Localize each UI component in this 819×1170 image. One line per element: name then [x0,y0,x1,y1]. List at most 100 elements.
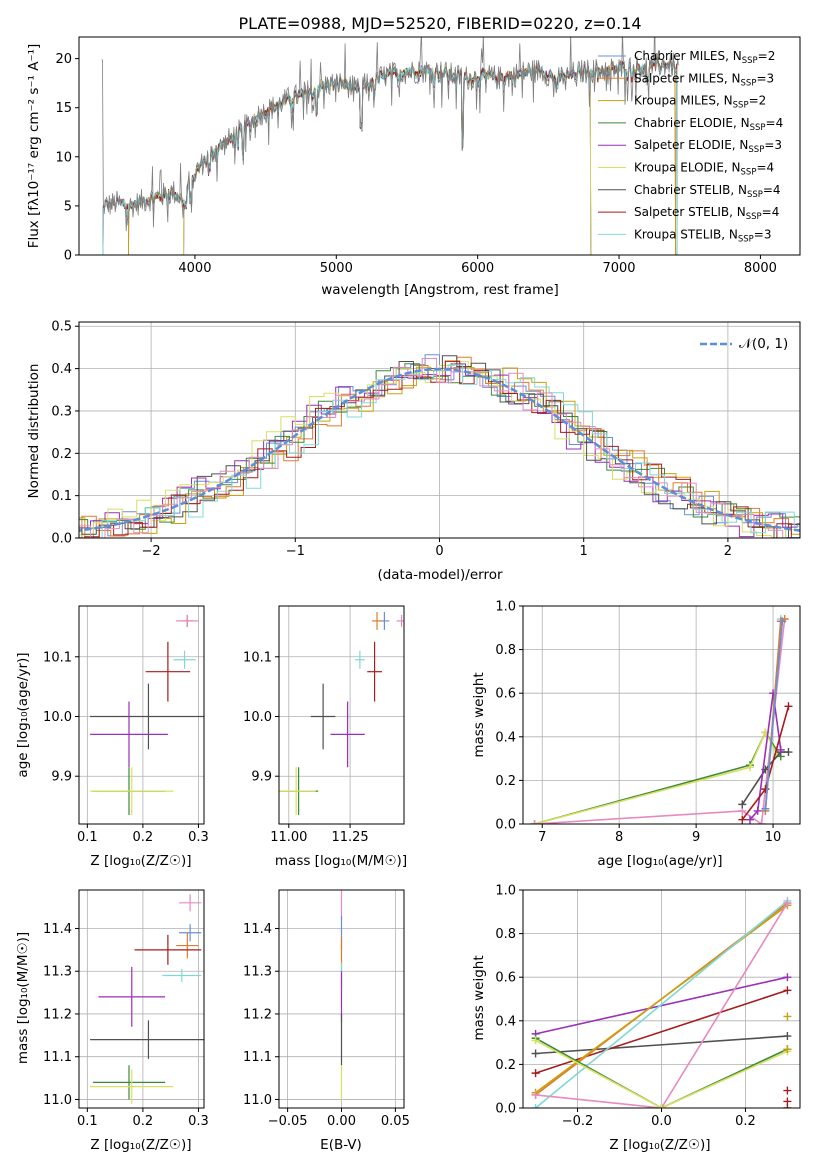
mass-vs-extinction-plot-area: −0.05 0.00 0.05 11.0 11.1 11.2 11.3 11.4 [243,889,410,1129]
weight_vs_age-marker-2-0 [530,820,539,824]
age-vs-mass-panel: 11.00 11.25 9.9 10.0 10.1 mass [log₁₀(M/M☉)] [243,605,407,869]
weight_vs_age-series-4 [749,693,782,821]
age_vs_mass-xtick-label-1: 11.25 [331,830,368,845]
weight_vs_Z-marker-8-0 [531,1036,540,1045]
mass_vs_Z-xtick-label-0: 0.1 [77,1114,98,1129]
weight_vs_age-series-8 [764,621,784,809]
weight_vs_Z-series-2 [535,989,788,1074]
residual-xtick-label-3: 1 [580,544,588,559]
age_vs_Z-ytick-label-1: 10.0 [43,710,72,725]
weight_vs_Z-xtick-label-0: −0.2 [562,1114,594,1129]
mass-vs-metallicity-xlabel: Z [log₁₀(Z/Z☉)] [90,1137,191,1153]
age_vs_Z-xtick-label-1: 0.2 [133,830,154,845]
age-vs-mass-plot-area: 11.00 11.25 9.9 10.0 10.1 [243,605,405,845]
weight_vs_age-xtick-label-0: 7 [538,830,546,845]
weight_vs_Z-series-6 [535,902,789,1108]
weight_vs_Z-series-8 [535,1039,788,1108]
spectrum-legend: Chabrier MILES, NSSP=2 Salpeter MILES, NS… [598,49,783,244]
weight_vs_age-marker-4-3 [776,745,785,754]
legend-label-5: Kroupa ELODIE, NSSP=4 [634,161,774,178]
age-vs-metallicity-plot-area: 0.1 0.2 0.3 9.9 10.0 10.1 [43,605,209,845]
weight_vs_age-marker-5-2 [784,702,793,711]
weight-vs-age-panel: 7 8 9 10 0.0 0.2 0.4 0.6 0.8 1.0 age [log₁₀(age/y… [471,600,801,869]
gaussian-curve [79,367,800,532]
mass_vs_Z-ytick-label-3: 11.3 [43,965,72,980]
residual-ytick-label-0: 0.0 [51,532,72,547]
weight_vs_Z-marker-1-0 [531,1049,540,1058]
legend-label-0: Chabrier MILES, NSSP=2 [634,49,775,66]
weight_vs_age-marker-8-0 [761,804,770,813]
legend-label-4: Salpeter ELODIE, NSSP=3 [634,138,782,155]
residual-legend: 𝒩(0, 1) [700,336,788,352]
mass-vs-extinction-panel: −0.05 0.00 0.05 11.0 11.1 11.2 11.3 11.4 E(B-V) [243,889,410,1153]
mass-vs-metallicity-plot-area: 0.1 0.2 0.3 11.0 11.1 11.2 11.3 11.4 [43,889,209,1129]
spectrum-ytick-label-0: 0 [64,249,72,264]
spectrum-xtick-label-2: 6000 [461,261,494,276]
mass_vs_Z-frame [78,889,205,1109]
mass_vs_ebv-xtick-label-2: 0.05 [381,1114,410,1129]
weight_vs_age-marker-4-1 [753,806,762,815]
weight-vs-age-xlabel: age [log₁₀(age/yr)] [597,853,722,869]
weight_vs_Z-ytick-label-4: 0.8 [495,927,516,942]
weight_vs_Z-marker-2-1 [783,986,792,995]
mass-vs-metallicity-ylabel: mass [log₁₀(M/M☉)] [15,932,31,1064]
legend-label-6: Chabrier STELIB, NSSP=4 [634,183,781,200]
spectrum-ytick-label-1: 5 [64,199,72,214]
model-spectrum-3 [183,63,592,255]
figure-title: PLATE=0988, MJD=52520, FIBERID=0220, z=0… [238,14,641,33]
spectrum-xtick-label-0: 4000 [178,261,211,276]
weight_vs_age-series-3 [741,751,789,805]
weight-vs-age-plot-area: 7 8 9 10 0.0 0.2 0.4 0.6 0.8 1.0 [495,600,801,845]
residual-histogram-7 [79,360,800,538]
residual-ytick-label-2: 0.2 [51,447,72,462]
residual-xtick-label-4: 2 [724,544,732,559]
mass-vs-metallicity-panel: 0.1 0.2 0.3 11.0 11.1 11.2 11.3 11.4 Z [log₁₀(Z… [15,889,209,1153]
weight_vs_age-marker-5-0 [738,815,747,824]
weight_vs_age-xtick-label-2: 9 [692,830,700,845]
mass_vs_Z-ytick-label-0: 11.0 [43,1093,72,1108]
residual-histogram-3 [79,363,800,530]
legend-label-8: Kroupa STELIB, NSSP=3 [634,227,772,244]
weight_vs_age-marker-2-2 [757,820,766,824]
weight_vs_Z-xtick-label-2: 0.2 [735,1114,756,1129]
mass_vs_Z-ytick-label-1: 11.1 [43,1050,72,1065]
residual-histogram-8 [79,364,800,538]
weight_vs_age-ytick-label-4: 0.8 [495,643,516,658]
weight_vs_age-ytick-label-2: 0.4 [495,730,516,745]
weight_vs_age-ytick-label-1: 0.2 [495,774,516,789]
spectrum-ylabel: Flux [fλ10⁻¹⁷ erg cm⁻² s⁻¹ A⁻¹] [26,44,42,249]
weight_vs_Z-extra-marker-1 [783,1097,792,1106]
spectrum-panel: 4000 5000 6000 7000 8000 0 5 10 15 20 Chabrier MI… [26,36,801,298]
weight-vs-metallicity-plot-area: −0.2 0.0 0.2 0.0 0.2 0.4 0.6 0.8 1.0 [495,884,801,1129]
age_vs_mass-ytick-label-0: 9.9 [251,770,272,785]
weight_vs_Z-series-1 [535,1035,788,1055]
weight_vs_age-marker-3-3 [784,748,793,757]
weight_vs_Z-extra-marker-4 [783,1012,792,1021]
weight_vs_age-ytick-label-3: 0.6 [495,687,516,702]
legend-label-1: Salpeter MILES, NSSP=3 [634,71,774,88]
mass_vs_Z-xtick-label-2: 0.3 [188,1114,209,1129]
weight_vs_Z-series-5 [535,900,788,1108]
weight_vs_Z-ytick-label-2: 0.4 [495,1014,516,1029]
model-spectrum-5 [183,63,592,255]
residual-ylabel: Normed distribution [26,364,42,499]
weight_vs_Z-ytick-label-3: 0.6 [495,971,516,986]
residual-ytick-label-1: 0.1 [51,489,72,504]
age_vs_Z-xtick-label-0: 0.1 [77,830,98,845]
weight_vs_age-marker-5-1 [761,785,770,794]
residual-histogram-6 [79,355,800,538]
age-vs-mass-xlabel: mass [log₁₀(M/M☉)] [275,853,407,869]
weight_vs_Z-marker-6-2 [783,899,792,908]
weight_vs_Z-marker-0-1 [783,973,792,982]
weight_vs_Z-xtick-label-1: 0.0 [651,1114,672,1129]
age_vs_mass-marks [279,611,404,816]
mass_vs_Z-ytick-label-2: 11.2 [43,1007,72,1022]
spectrum-xlabel: wavelength [Angstrom, rest frame] [321,282,559,298]
weight_vs_Z-marker-8-1 [657,1104,666,1108]
age-vs-metallicity-xlabel: Z [log₁₀(Z/Z☉)] [90,853,191,869]
weight-vs-age-ylabel: mass weight [471,672,487,757]
weight_vs_age-marker-4-0 [745,815,754,824]
age_vs_mass-frame [278,605,405,825]
mass_vs_ebv-ytick-label-1: 11.1 [243,1050,272,1065]
age_vs_Z-marks [90,614,204,816]
